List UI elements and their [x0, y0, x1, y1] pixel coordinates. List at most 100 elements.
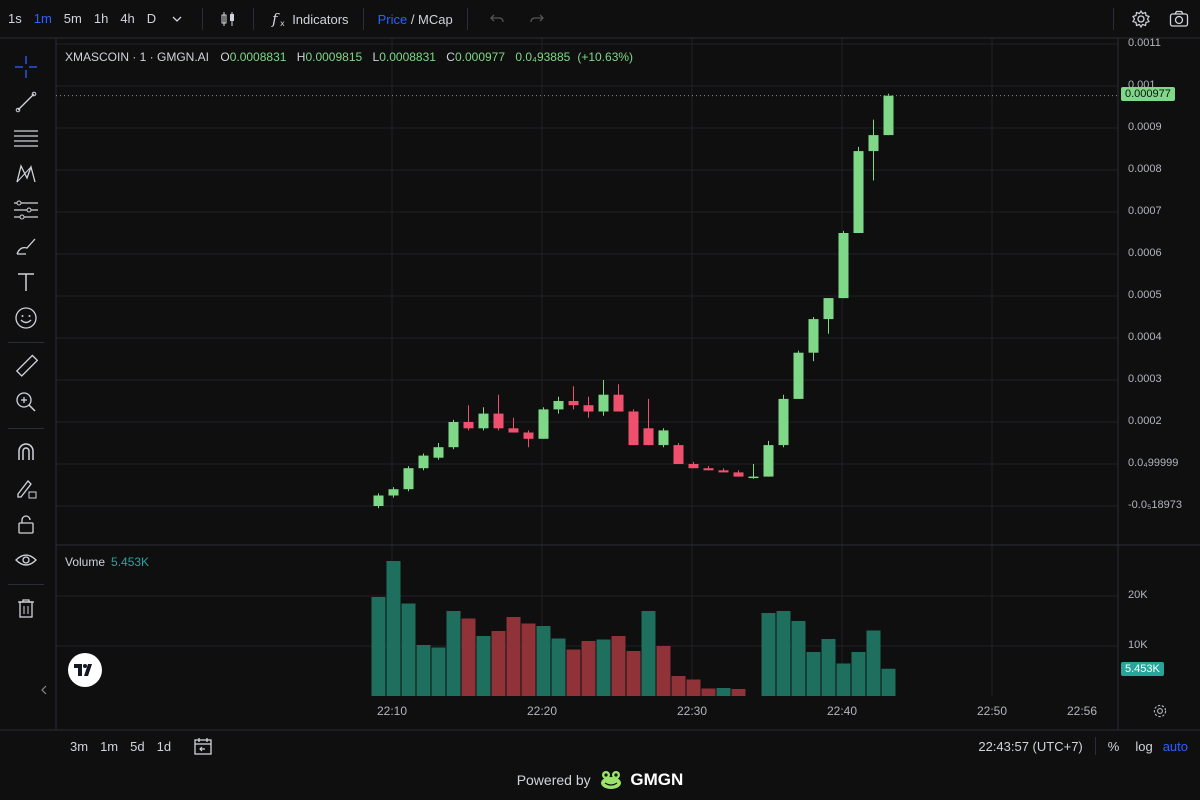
candle-body [628, 411, 639, 446]
timeframe-D[interactable]: D [146, 11, 157, 26]
volume-bar [536, 626, 551, 696]
chevron-down-icon[interactable] [166, 8, 188, 30]
volume-label: Volume [65, 555, 106, 569]
candle-body [808, 319, 819, 353]
candle-body [463, 422, 474, 429]
magnet-icon[interactable] [12, 438, 40, 466]
candle-body [568, 401, 579, 406]
price-tick: 0.0008 [1128, 163, 1162, 175]
auto-toggle[interactable]: auto [1162, 738, 1188, 754]
candle-body [373, 495, 384, 506]
range-1d[interactable]: 1d [156, 738, 172, 754]
frog-logo-icon [599, 770, 623, 793]
volume-bar [626, 651, 641, 696]
log-toggle[interactable]: log [1135, 738, 1153, 754]
candlestick-icon[interactable] [217, 8, 239, 30]
price-tick: 0.0007 [1128, 205, 1162, 217]
symbol-title[interactable]: XMASCOIN · 1 · GMGN.AI [65, 50, 210, 64]
volume-bar [416, 645, 431, 696]
candle-body [583, 405, 594, 412]
candle-body [448, 422, 459, 448]
percent-toggle[interactable]: % [1107, 738, 1120, 754]
candle-body [778, 398, 789, 446]
candle-body [703, 468, 714, 471]
toolbar-divider [8, 428, 44, 429]
change-value: 0.0₄93885 [515, 50, 571, 64]
range-5d[interactable]: 5d [130, 738, 145, 754]
candle-body [838, 233, 849, 299]
powered-by-footer[interactable]: Powered by GMGN [0, 770, 1200, 793]
timeframe-1m[interactable]: 1m [33, 11, 52, 26]
trash-icon[interactable] [12, 594, 40, 622]
brush-icon[interactable] [12, 232, 40, 260]
volume-bar [641, 611, 656, 696]
text-icon[interactable] [12, 268, 40, 296]
tradingview-logo[interactable] [68, 653, 102, 687]
powered-by-text: Powered by [516, 772, 591, 789]
volume-bar [716, 688, 731, 696]
timeframe-1s[interactable]: 1s [8, 11, 22, 26]
candle-body [733, 472, 744, 477]
volume-bar [581, 641, 596, 696]
timeframe-4h[interactable]: 4h [120, 11, 135, 26]
volume-bar [401, 603, 416, 696]
horizontal-lines-icon[interactable] [12, 124, 40, 152]
candle-body [748, 476, 759, 479]
redo-icon[interactable] [526, 8, 548, 30]
time-tick: 22:20 [526, 704, 558, 718]
volume-bar [476, 636, 491, 696]
last-volume-badge: 5.453K [1121, 662, 1164, 676]
volume-bar [506, 617, 521, 696]
pattern-icon[interactable] [12, 160, 40, 188]
lock-icon[interactable] [12, 510, 40, 538]
measure-lines-icon[interactable] [12, 196, 40, 224]
mcap-option[interactable]: / MCap [410, 11, 453, 27]
range-1m[interactable]: 1m [100, 738, 119, 754]
range-3m[interactable]: 3m [70, 738, 89, 754]
timeframe-5m[interactable]: 5m [63, 11, 82, 26]
lock-drawing-icon[interactable] [12, 474, 40, 502]
price-mcap-toggle[interactable]: Price / MCap [378, 12, 453, 27]
price-tick: 0.0002 [1128, 415, 1162, 427]
candle-body [673, 445, 684, 464]
price-tick: 0.0006 [1128, 247, 1162, 259]
candle-body [433, 447, 444, 458]
candle-body [478, 413, 489, 429]
volume-bar [821, 639, 836, 696]
volume-tick: 10K [1128, 639, 1148, 651]
clock-readout[interactable]: 22:43:57 (UTC+7) [978, 738, 1083, 754]
zoom-in-icon[interactable] [12, 388, 40, 416]
crosshair-icon[interactable] [12, 53, 40, 81]
undo-icon[interactable] [486, 8, 508, 30]
ruler-icon[interactable] [12, 352, 40, 380]
time-tick: 22:50 [976, 704, 1008, 718]
volume-bar [596, 639, 611, 696]
candle-body [718, 470, 729, 473]
toolbar-divider [1113, 8, 1114, 30]
price-tick: 0.0011 [1128, 37, 1161, 49]
candle-body [823, 298, 834, 320]
volume-bar [611, 636, 626, 696]
camera-icon[interactable] [1168, 8, 1190, 30]
price-tick: 0.0₄99999 [1128, 457, 1179, 469]
trend-line-icon[interactable] [12, 88, 40, 116]
candle-body [403, 468, 414, 490]
axis-settings-gear-icon[interactable] [1152, 703, 1168, 724]
toolbar-divider [253, 8, 255, 30]
indicators-button[interactable]: Indicators [292, 11, 349, 27]
candle-body [643, 428, 654, 446]
collapse-chevron-icon[interactable] [38, 682, 50, 698]
candle-body [523, 432, 534, 439]
eye-icon[interactable] [12, 546, 40, 574]
volume-bar [656, 646, 671, 696]
volume-bar [791, 621, 806, 696]
gear-icon[interactable] [1130, 8, 1152, 30]
open-key: O [220, 50, 230, 64]
calendar-icon[interactable] [193, 736, 213, 756]
emoji-icon[interactable] [12, 304, 40, 332]
timeframe-1h[interactable]: 1h [93, 11, 109, 26]
price-option[interactable]: Price [377, 11, 408, 27]
volume-bar [491, 631, 506, 696]
